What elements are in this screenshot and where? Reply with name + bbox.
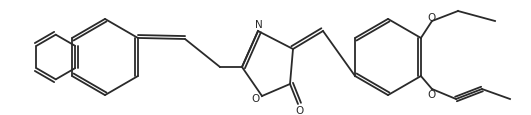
Text: O: O — [428, 90, 436, 99]
Text: N: N — [255, 20, 263, 30]
Text: O: O — [251, 93, 259, 103]
Text: O: O — [428, 13, 436, 23]
Text: O: O — [295, 105, 303, 115]
